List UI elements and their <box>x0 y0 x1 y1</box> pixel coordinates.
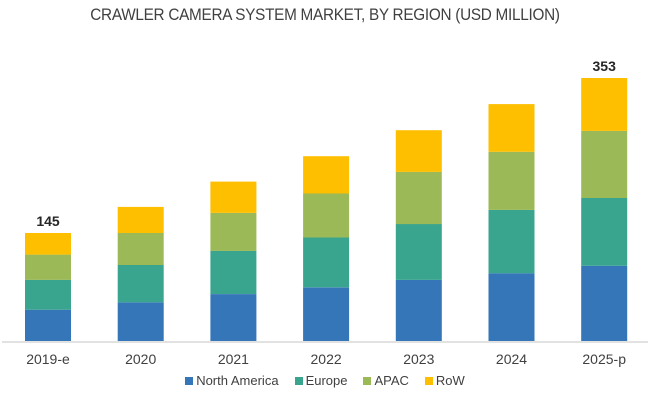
legend-label: North America <box>196 373 279 388</box>
chart-title: CRAWLER CAMERA SYSTEM MARKET, BY REGION … <box>90 5 560 24</box>
legend-swatch <box>363 377 372 385</box>
bar-segment-north-america-2021 <box>210 294 257 341</box>
bar-segment-apac-2021 <box>210 212 257 251</box>
bar-segment-north-america-2020 <box>117 302 164 341</box>
total-data-label: 145 <box>36 213 60 229</box>
legend-swatch <box>185 377 194 385</box>
bar-segment-apac-2020 <box>117 233 164 265</box>
bar-segment-row-2020 <box>117 206 164 233</box>
bar-segment-apac-2023 <box>395 171 442 225</box>
legend-label: RoW <box>435 373 465 388</box>
legend-swatch <box>424 377 433 385</box>
total-data-label: 353 <box>593 58 617 74</box>
legend-item-apac: APAC <box>363 373 409 388</box>
bar-segment-apac-2022 <box>303 193 350 238</box>
x-tick-label: 2023 <box>403 351 434 367</box>
bar-segment-row-2019-e <box>25 233 71 255</box>
bar-segment-apac-2024 <box>488 151 535 210</box>
bar-segment-apac-2025-p <box>581 130 628 198</box>
bar-segment-europe-2022 <box>303 237 350 288</box>
bar-segment-row-2022 <box>303 156 350 194</box>
legend-item-north-america: North America <box>185 373 279 388</box>
bar-segment-north-america-2019-e <box>25 309 71 341</box>
legend: North America Europe APAC RoW <box>0 373 650 388</box>
bar-segment-north-america-2024 <box>488 273 535 341</box>
bar-segment-apac-2019-e <box>25 254 71 280</box>
legend-label: Europe <box>305 373 348 388</box>
x-tick-label: 2022 <box>311 351 342 367</box>
bar-segment-europe-2020 <box>117 265 164 303</box>
legend-item-row: RoW <box>424 373 465 388</box>
legend-item-europe: Europe <box>294 373 348 388</box>
bar-segment-europe-2019-e <box>25 279 71 310</box>
bar-segment-europe-2023 <box>395 224 442 280</box>
x-tick-label: 2021 <box>218 351 249 367</box>
x-tick-label: 2024 <box>496 351 527 367</box>
bar-segment-north-america-2025-p <box>581 265 628 341</box>
bar-segment-north-america-2023 <box>395 279 442 341</box>
x-tick-label: 2020 <box>125 351 156 367</box>
bar-segment-row-2021 <box>210 181 257 213</box>
bars-layer <box>25 78 628 341</box>
legend-swatch <box>294 377 303 385</box>
legend-label: APAC <box>374 373 409 388</box>
bar-segment-row-2024 <box>488 104 535 152</box>
bar-segment-europe-2021 <box>210 250 257 294</box>
bar-segment-row-2025-p <box>581 78 628 131</box>
bar-segment-north-america-2022 <box>303 287 350 341</box>
x-tick-label: 2025-p <box>582 351 626 367</box>
bar-segment-europe-2025-p <box>581 198 628 266</box>
bar-segment-row-2023 <box>395 130 442 172</box>
x-tick-label: 2019-e <box>26 351 70 367</box>
labels-layer: 2019-e 145 2020 2021 2022 2023 2024 2025-p 353 <box>26 58 626 367</box>
bar-segment-europe-2024 <box>488 209 535 274</box>
